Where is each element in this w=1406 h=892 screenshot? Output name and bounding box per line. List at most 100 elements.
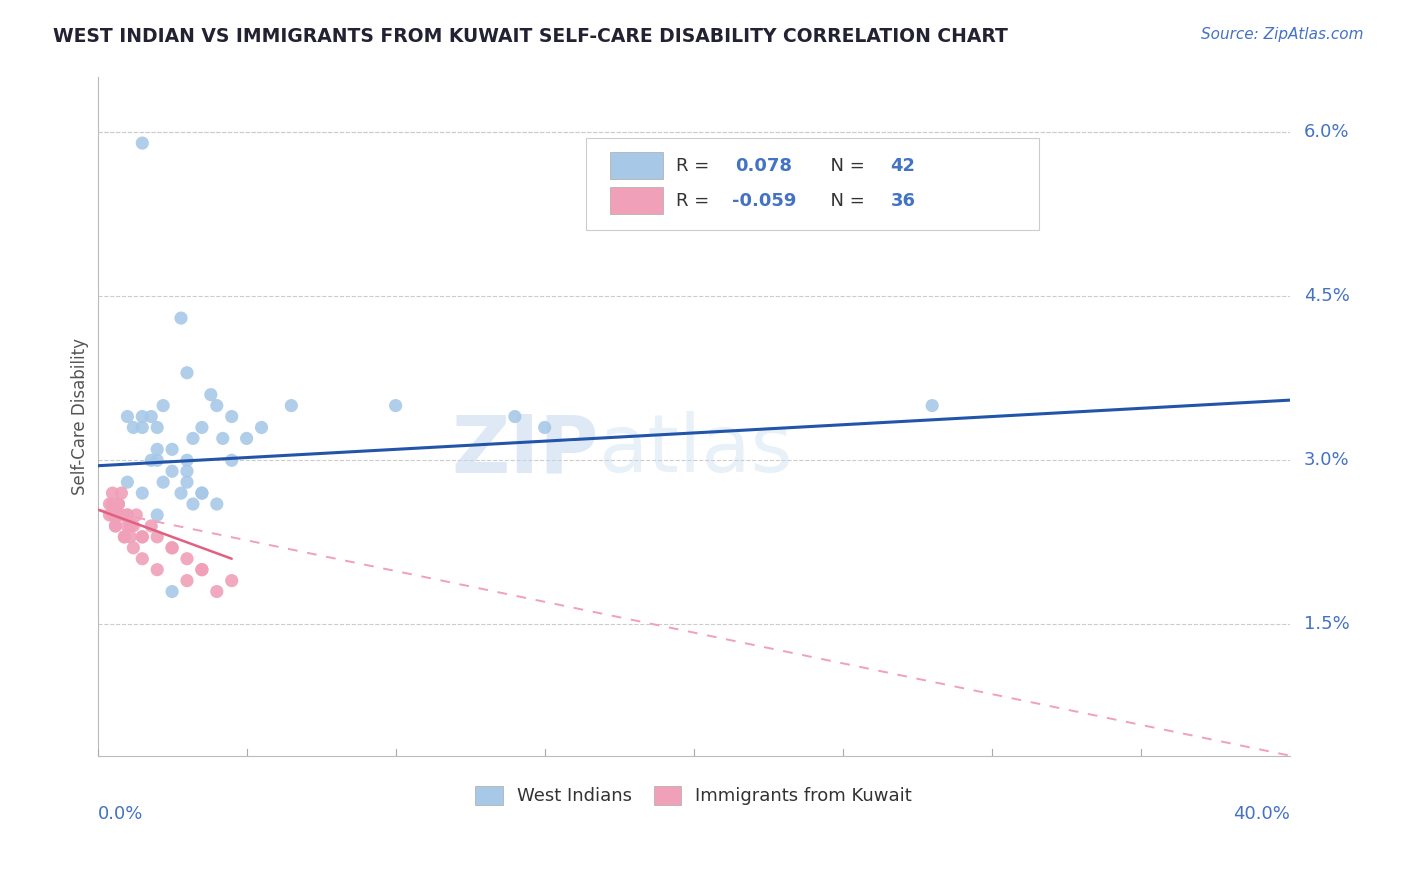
Point [117, 519, 139, 533]
Point [176, 475, 198, 490]
Point [170, 311, 193, 326]
Text: WEST INDIAN VS IMMIGRANTS FROM KUWAIT SELF-CARE DISABILITY CORRELATION CHART: WEST INDIAN VS IMMIGRANTS FROM KUWAIT SE… [53, 27, 1008, 45]
Point [921, 399, 943, 413]
Point [152, 399, 174, 413]
Text: 6.0%: 6.0% [1305, 123, 1350, 141]
Text: 4.5%: 4.5% [1305, 287, 1350, 305]
Point [181, 431, 204, 445]
Point [122, 541, 145, 555]
Point [131, 409, 153, 424]
Text: 0.0%: 0.0% [97, 805, 143, 822]
Point [104, 519, 127, 533]
Point [131, 551, 153, 566]
Text: N =: N = [818, 192, 870, 210]
Point [205, 584, 228, 599]
Point [120, 530, 142, 544]
Text: 42: 42 [890, 157, 915, 175]
Point [191, 486, 214, 500]
FancyBboxPatch shape [586, 138, 1039, 230]
Point [205, 399, 228, 413]
Point [200, 387, 222, 401]
Point [146, 563, 169, 577]
Point [98, 508, 121, 522]
Point [146, 442, 169, 457]
Point [160, 584, 183, 599]
Point [125, 508, 148, 522]
Point [131, 420, 153, 434]
Point [120, 519, 142, 533]
Point [211, 431, 233, 445]
Point [181, 497, 204, 511]
Point [250, 420, 273, 434]
Point [141, 519, 163, 533]
Point [141, 453, 163, 467]
Point [146, 530, 169, 544]
Point [191, 563, 214, 577]
Point [112, 530, 135, 544]
Point [191, 486, 214, 500]
Point [107, 497, 129, 511]
Text: 40.0%: 40.0% [1233, 805, 1289, 822]
Point [141, 409, 163, 424]
Point [131, 136, 153, 150]
Point [117, 475, 139, 490]
Text: -0.059: -0.059 [733, 192, 796, 210]
Text: 1.5%: 1.5% [1305, 615, 1350, 633]
Point [117, 508, 139, 522]
Point [221, 409, 243, 424]
Text: ZIP: ZIP [451, 411, 599, 490]
Point [101, 497, 124, 511]
Text: 0.078: 0.078 [735, 157, 793, 175]
Point [146, 453, 169, 467]
Y-axis label: Self-Care Disability: Self-Care Disability [72, 338, 89, 495]
Point [176, 574, 198, 588]
Point [176, 453, 198, 467]
Point [191, 420, 214, 434]
Text: Source: ZipAtlas.com: Source: ZipAtlas.com [1201, 27, 1364, 42]
Text: 36: 36 [890, 192, 915, 210]
Point [160, 541, 183, 555]
FancyBboxPatch shape [610, 187, 662, 214]
Point [280, 399, 302, 413]
Point [503, 409, 526, 424]
Point [205, 497, 228, 511]
Point [110, 486, 132, 500]
Point [221, 453, 243, 467]
Point [160, 442, 183, 457]
Point [117, 409, 139, 424]
Point [112, 530, 135, 544]
Point [384, 399, 406, 413]
Point [110, 508, 132, 522]
Point [533, 420, 555, 434]
Text: R =: R = [676, 192, 714, 210]
Point [146, 508, 169, 522]
Point [122, 519, 145, 533]
Text: N =: N = [818, 157, 870, 175]
Point [107, 508, 129, 522]
Point [160, 464, 183, 478]
Point [98, 497, 121, 511]
Point [152, 475, 174, 490]
Point [191, 563, 214, 577]
Point [104, 519, 127, 533]
Point [122, 420, 145, 434]
Text: atlas: atlas [599, 411, 793, 490]
FancyBboxPatch shape [610, 152, 662, 179]
Point [117, 508, 139, 522]
Point [176, 464, 198, 478]
Point [101, 508, 124, 522]
Point [131, 530, 153, 544]
Point [170, 486, 193, 500]
Point [235, 431, 257, 445]
Point [221, 574, 243, 588]
Text: 3.0%: 3.0% [1305, 451, 1350, 469]
Point [176, 366, 198, 380]
Point [101, 486, 124, 500]
Point [131, 530, 153, 544]
Text: R =: R = [676, 157, 714, 175]
Point [176, 551, 198, 566]
Legend: West Indians, Immigrants from Kuwait: West Indians, Immigrants from Kuwait [467, 776, 921, 814]
Point [107, 497, 129, 511]
Point [160, 541, 183, 555]
Point [146, 420, 169, 434]
